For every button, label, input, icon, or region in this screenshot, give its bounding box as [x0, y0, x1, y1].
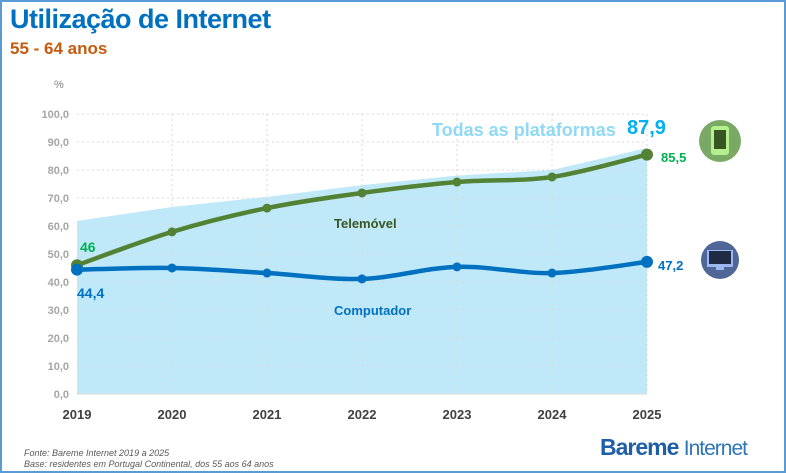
end-label-computador: 47,2 [658, 258, 683, 273]
y-tick-label: 80,0 [48, 165, 69, 177]
x-tick-label: 2023 [443, 407, 472, 422]
data-point [167, 263, 177, 273]
data-point [452, 177, 462, 187]
x-tick-label: 2024 [538, 407, 568, 422]
y-tick-label: 10,0 [48, 361, 69, 373]
data-point [547, 172, 557, 182]
data-point [452, 262, 462, 272]
data-point [357, 188, 367, 198]
x-tick-label: 2025 [633, 407, 662, 422]
start-label-computador: 44,4 [77, 285, 104, 301]
source-note: Fonte: Bareme Internet 2019 a 2025 [24, 448, 170, 458]
x-tick-label: 2019 [63, 407, 92, 422]
data-point [641, 255, 653, 268]
data-point [262, 203, 272, 213]
y-tick-label: 90,0 [48, 137, 69, 149]
data-point [71, 263, 83, 276]
y-tick-label: 50,0 [48, 249, 69, 261]
base-note: Base: residentes em Portugal Continental… [24, 459, 274, 469]
y-tick-label: 60,0 [48, 221, 69, 233]
data-point [262, 268, 272, 278]
page-title: Utilização de Internet [10, 4, 271, 34]
y-axis-label: % [54, 79, 64, 91]
monitor-stand [716, 267, 724, 270]
y-tick-label: 20,0 [48, 333, 69, 345]
series-label-computador: Computador [334, 303, 411, 318]
y-tick-label: 70,0 [48, 193, 69, 205]
data-point [641, 148, 653, 161]
series-label-todas: Todas as plataformas [432, 120, 616, 140]
start-label-telemovel: 46 [80, 239, 96, 255]
y-tick-label: 30,0 [48, 305, 69, 317]
data-point [547, 268, 557, 278]
x-tick-label: 2020 [158, 407, 187, 422]
series-label-telemovel: Telemóvel [334, 216, 397, 231]
end-label-telemovel: 85,5 [661, 150, 686, 165]
x-tick-label: 2022 [348, 407, 377, 422]
y-tick-label: 100,0 [41, 109, 69, 121]
end-label-todas: 87,9 [627, 117, 666, 139]
monitor-screen [709, 251, 731, 264]
bareme-logo: Bareme Internet [600, 434, 748, 460]
y-tick-label: 0,0 [54, 389, 69, 401]
data-point [167, 227, 177, 237]
y-tick-label: 40,0 [48, 277, 69, 289]
page-subtitle: 55 - 64 anos [10, 39, 108, 58]
x-tick-label: 2021 [253, 407, 282, 422]
data-point [357, 274, 367, 284]
smartphone-screen [714, 130, 726, 149]
